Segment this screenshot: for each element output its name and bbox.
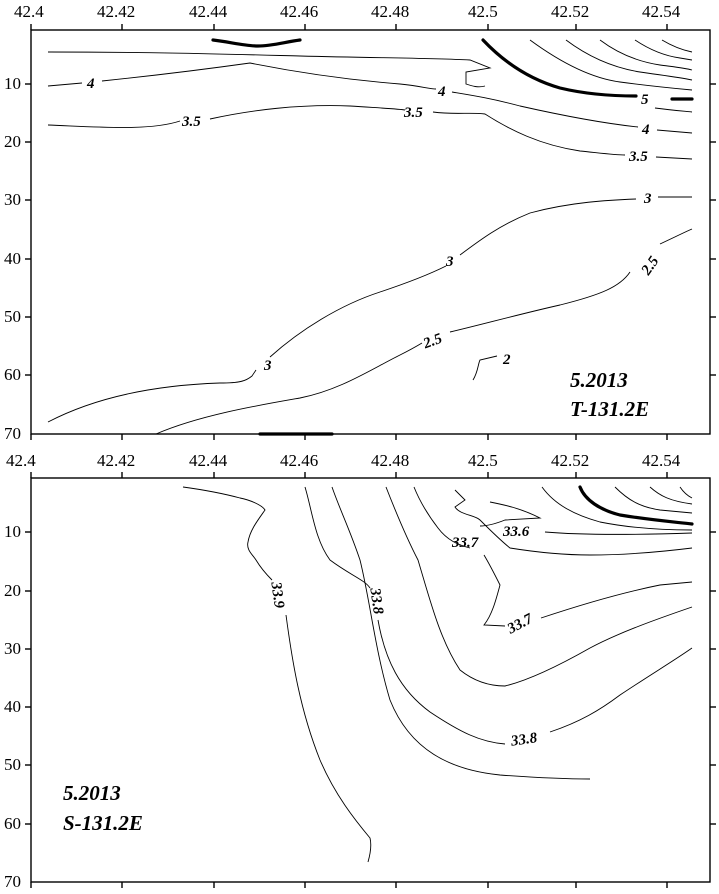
contour-label: 3.5: [628, 149, 648, 165]
top-y-tick-label: 20: [4, 132, 21, 151]
bottom-y-tick-label: 40: [4, 697, 21, 716]
bottom-x-tick-label: 42.4: [6, 451, 36, 470]
top-x-tick-label: 42.52: [551, 2, 589, 21]
contour-label: 4: [641, 122, 650, 138]
contour-line-right-nest-a: [541, 486, 693, 531]
contour-label: 2: [502, 352, 511, 368]
bottom-x-tick-label: 42.46: [280, 451, 318, 470]
contour-label: 2.5: [420, 331, 445, 353]
bottom-x-tick-label: 42.54: [642, 451, 681, 470]
top-annotation-section: T-131.2E: [570, 397, 649, 421]
contour-label: 33.9: [267, 580, 287, 610]
bottom-x-tick-label: 42.42: [97, 451, 135, 470]
bottom-x-tick-label: 42.48: [371, 451, 409, 470]
contour-label: 33.6: [502, 524, 530, 540]
contour-label: 4: [86, 76, 95, 92]
contour-line-right-nest-c: [599, 39, 693, 71]
bottom-x-tick-label: 42.5: [468, 451, 498, 470]
contour-label: 4: [437, 84, 446, 100]
contour-label: 33.8: [366, 586, 386, 616]
bottom-y-tick-label: 10: [4, 522, 21, 541]
top-x-tick-labels: 42.4 42.42 42.44 42.46 42.48 42.5 42.52 …: [14, 2, 681, 21]
contour-label: 3.5: [403, 105, 423, 121]
contour-line-right-nest-b: [565, 39, 693, 81]
contour-line-5-top: [211, 38, 302, 48]
top-x-tick-label: 42.44: [189, 2, 228, 21]
top-y-tick-label: 30: [4, 190, 21, 209]
top-x-tick-label: 42.54: [642, 2, 681, 21]
top-x-tick-label: 42.4: [14, 2, 44, 21]
contour-line-2-5: [155, 228, 693, 435]
top-contour-labels: 4 4 4 5 3.5 3.5 3.5 3 3 3 2.5 2.5 2: [86, 76, 663, 374]
top-y-tick-label: 40: [4, 249, 21, 268]
contour-line-2: [472, 355, 498, 381]
contour-line-right-nest-c: [649, 486, 693, 505]
bottom-y-tick-label: 20: [4, 581, 21, 600]
contour-line-right-nest-b: [614, 486, 693, 514]
top-y-tick-label: 70: [4, 424, 21, 443]
bottom-y-tick-label: 60: [4, 814, 21, 833]
bottom-annotation-section: S-131.2E: [63, 811, 143, 835]
bottom-y-tick-label: 70: [4, 872, 21, 891]
contour-label: 3: [263, 358, 272, 374]
bottom-y-tick-labels: 10 20 30 40 50 60 70: [4, 522, 21, 891]
contour-label: 3: [643, 191, 652, 207]
contour-line-33-7: [385, 486, 693, 687]
bottom-y-tick-label: 30: [4, 639, 21, 658]
bottom-y-tick-label: 50: [4, 755, 21, 774]
contour-line-right-nest-d: [634, 39, 693, 61]
bottom-annotation-date: 5.2013: [63, 781, 121, 805]
bottom-plot-frame: [30, 477, 711, 883]
contour-line-right-nest-f: [654, 107, 693, 113]
contour-line-3: [47, 196, 692, 423]
contour-label: 33.8: [509, 730, 539, 750]
contour-line-5: [481, 38, 638, 98]
bottom-x-tick-labels: 42.4 42.42 42.44 42.46 42.48 42.5 42.52 …: [6, 451, 681, 470]
bottom-contour-labels: 33.6 33.7 33.7 33.8 33.8 33.9: [267, 524, 538, 750]
contour-line-33-6-inner: [479, 501, 542, 527]
top-y-tick-label: 60: [4, 365, 21, 384]
top-x-tick-label: 42.46: [280, 2, 318, 21]
contour-line-33-6-label-seg: [544, 531, 693, 535]
bottom-contours: [182, 485, 694, 863]
contour-label: 5: [641, 92, 649, 108]
top-x-tick-label: 42.5: [468, 2, 498, 21]
contour-line-4-upper: [47, 51, 492, 88]
contour-label: 33.7: [451, 535, 479, 551]
top-y-tick-label: 10: [4, 74, 21, 93]
contour-line-33-9: [182, 486, 372, 863]
top-panel: 42.4 42.42 42.44 42.46 42.48 42.5 42.52 …: [4, 2, 716, 443]
contour-line-33-5: [578, 485, 694, 526]
contour-line-33-8-left: [304, 486, 693, 745]
top-x-tick-label: 42.48: [371, 2, 409, 21]
contour-line-right-nest-d: [679, 486, 693, 499]
bottom-x-tick-label: 42.52: [551, 451, 589, 470]
top-y-tick-label: 50: [4, 307, 21, 326]
contour-line-right-nest-e: [661, 39, 693, 53]
top-x-tick-label: 42.42: [97, 2, 135, 21]
contour-line-33-8-mid: [331, 486, 591, 780]
contour-label: 3: [445, 254, 454, 270]
bottom-panel: 42.4 42.42 42.44 42.46 42.48 42.5 42.52 …: [4, 451, 716, 891]
contour-label: 2.5: [638, 253, 663, 279]
bottom-x-tick-label: 42.44: [189, 451, 228, 470]
bottom-tick-marks: [25, 472, 716, 888]
top-y-tick-labels: 10 20 30 40 50 60 70: [4, 74, 21, 443]
contour-line-33-7-inner: [413, 486, 693, 627]
contour-line-right-nest-a: [529, 39, 693, 91]
contour-label: 3.5: [181, 114, 201, 130]
top-plot-frame: [30, 29, 711, 435]
contour-label: 33.7: [504, 611, 536, 638]
contour-line-3-5: [47, 105, 693, 160]
contour-line-4: [47, 62, 693, 134]
top-annotation-date: 5.2013: [570, 368, 628, 392]
top-contours: [47, 38, 694, 436]
contour-line-33-6: [454, 489, 693, 556]
